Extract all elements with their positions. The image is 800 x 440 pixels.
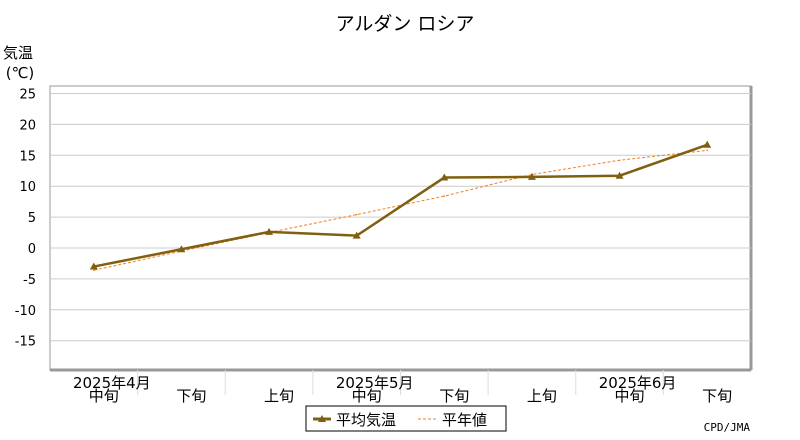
x-ticks: 中旬 下旬 上旬 中旬 下旬 上旬 中旬 下旬 2025年4月 2025年5月 2025年6月 xyxy=(73,370,732,405)
series-line-normal xyxy=(93,149,708,271)
y-tick-label: -10 xyxy=(15,304,36,319)
credit: CPD/JMA xyxy=(704,421,751,434)
data-point-normal xyxy=(93,269,95,272)
x-tick-label: 下旬 xyxy=(439,387,469,405)
plot-frame xyxy=(49,85,752,371)
legend-label-avg: 平均気温 xyxy=(336,411,396,429)
x-month-label: 2025年6月 xyxy=(599,374,677,392)
y-ticks: 25 20 15 10 5 0 -5 -10 -15 xyxy=(15,88,36,350)
legend-box xyxy=(305,405,507,432)
data-point-avg xyxy=(352,231,361,239)
data-point-avg xyxy=(265,227,274,235)
x-tick-label: 上旬 xyxy=(264,387,294,405)
data-point-avg xyxy=(615,171,624,179)
data-point-avg xyxy=(89,262,98,270)
plot-area xyxy=(49,85,753,372)
data-point-normal xyxy=(706,149,708,152)
y-tick-label: 15 xyxy=(19,149,36,164)
x-tick-label: 中旬 xyxy=(89,387,119,405)
legend: 平均気温 平年値 xyxy=(305,405,507,432)
x-tick-label: 下旬 xyxy=(702,387,732,405)
y-tick-label: -15 xyxy=(15,335,36,350)
chart-title: アルダン ロシア xyxy=(336,13,475,35)
data-point-normal xyxy=(443,195,446,197)
y-tick-label: 20 xyxy=(19,118,36,133)
y-tick-label: 0 xyxy=(28,242,36,257)
x-tick-label: 下旬 xyxy=(176,387,206,405)
series-group xyxy=(89,140,712,272)
data-point-avg xyxy=(703,140,712,148)
grid xyxy=(50,93,751,342)
y-tick-label: 10 xyxy=(19,180,36,195)
y-axis-unit: (℃) xyxy=(6,64,35,82)
data-point-normal xyxy=(618,159,621,162)
x-tick-label: 上旬 xyxy=(527,387,557,405)
y-tick-label: 5 xyxy=(28,211,36,226)
legend-marker-avg xyxy=(318,415,326,422)
x-tick-label: 中旬 xyxy=(615,387,645,405)
x-month-label: 2025年5月 xyxy=(336,374,414,392)
legend-label-normal: 平年値 xyxy=(442,411,487,429)
data-point-normal xyxy=(355,213,358,216)
data-point-avg xyxy=(527,172,536,180)
series-line-avg xyxy=(93,143,708,268)
x-month-label: 2025年4月 xyxy=(73,374,151,392)
y-tick-label: 25 xyxy=(19,88,36,103)
data-point-avg xyxy=(440,173,449,181)
y-tick-label: -5 xyxy=(23,273,36,288)
x-tick-label: 中旬 xyxy=(352,387,382,405)
data-point-avg xyxy=(177,245,186,253)
y-axis-label: 気温 xyxy=(3,44,33,62)
